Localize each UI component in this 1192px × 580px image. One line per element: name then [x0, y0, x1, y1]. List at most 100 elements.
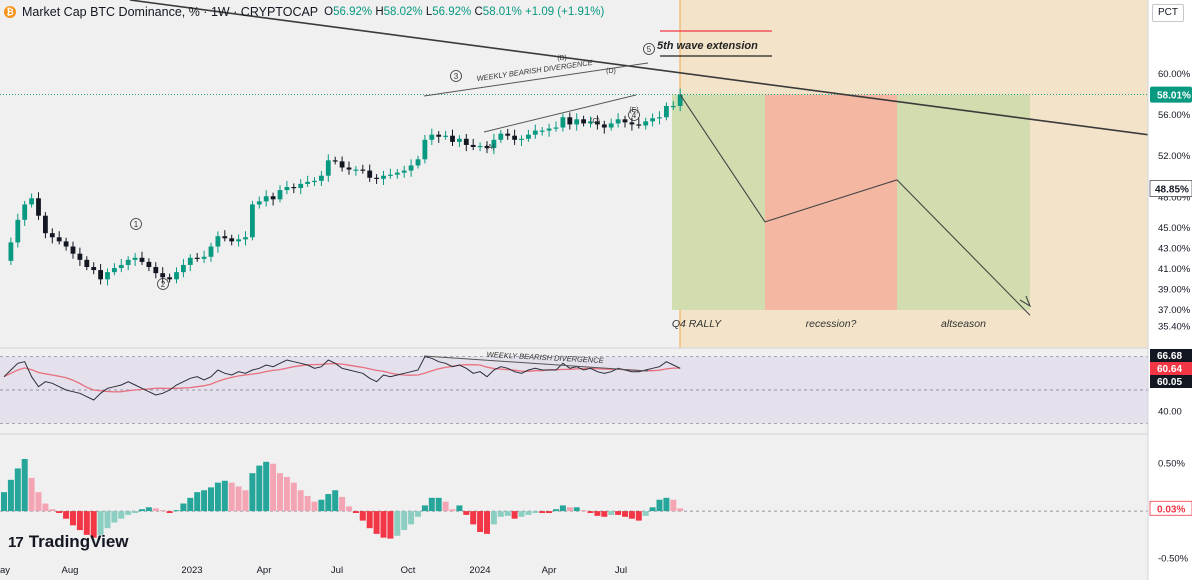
hist-bar	[387, 511, 394, 539]
price-tick-2: 52.00%	[1158, 151, 1191, 162]
target-label: 48.85%	[1155, 185, 1189, 196]
hist-bar	[670, 499, 677, 512]
hist-last-label: 0.03%	[1157, 504, 1185, 515]
candle	[291, 187, 297, 189]
candle	[112, 268, 117, 273]
hist-bar	[325, 494, 332, 512]
candle	[194, 257, 200, 259]
wave-label-7: (C)	[590, 118, 600, 125]
hist-bar	[649, 507, 656, 512]
hist-bar	[173, 510, 180, 512]
candle	[325, 160, 331, 176]
candle	[636, 124, 642, 126]
hist-bar	[111, 511, 118, 523]
close-label: C	[474, 6, 483, 18]
hist-bar	[318, 499, 325, 512]
candle	[353, 169, 359, 171]
hist-bar	[415, 511, 421, 517]
rsi-ma-line	[3, 362, 681, 393]
wave-label-4: 5	[647, 45, 652, 54]
candle	[415, 159, 421, 166]
hist-bar	[201, 490, 208, 512]
candle	[8, 242, 14, 261]
candle	[250, 204, 255, 238]
price-tick-3: 48.00%	[1158, 192, 1191, 203]
hist-bar	[214, 482, 221, 512]
hist-bar	[76, 511, 83, 531]
hist-bar	[235, 486, 242, 512]
hist-bar	[366, 511, 373, 529]
candle	[36, 198, 41, 216]
candle	[539, 130, 545, 132]
candle	[256, 201, 262, 205]
hist-last-badge	[1149, 500, 1192, 516]
candle	[222, 236, 228, 239]
candle	[139, 257, 145, 262]
hist-bar	[242, 490, 249, 512]
hist-bar	[442, 501, 449, 512]
last-price-label: 58.01%	[1157, 91, 1191, 102]
rsi-tick-0: 40.00	[1158, 407, 1182, 418]
candle	[43, 215, 48, 234]
pct-scale-button[interactable]: PCT	[1152, 4, 1184, 22]
hist-bar	[159, 510, 166, 512]
candle	[553, 127, 559, 129]
hist-bar	[70, 511, 76, 526]
candle	[305, 181, 310, 184]
hist-bar	[663, 497, 670, 512]
hist-bar	[635, 511, 642, 521]
candle	[601, 124, 607, 128]
hist-bar	[63, 511, 70, 519]
wave-circle-0	[130, 218, 142, 230]
hist-bar	[139, 509, 145, 512]
candle	[29, 198, 34, 205]
zone-0	[672, 94, 765, 311]
candle	[153, 267, 159, 274]
tradingview-wordmark: TradingView	[28, 532, 129, 551]
candle	[208, 246, 214, 257]
symbol-title[interactable]: Market Cap BTC Dominance, % · 1W · CRYPT…	[22, 5, 319, 19]
zone-2	[897, 94, 1030, 311]
candle	[360, 169, 366, 171]
hist-bar	[145, 507, 152, 512]
candle	[622, 119, 628, 123]
hist-bar	[221, 480, 228, 512]
candle	[229, 238, 235, 242]
hist-bar	[408, 511, 415, 525]
candle	[498, 133, 504, 140]
rsi-value-0: 66.68	[1157, 351, 1182, 362]
wave-label-6: (B)	[557, 55, 566, 62]
scenario-zones: Q4 RALLY recession? altseason	[672, 0, 1148, 348]
time-tick-1: Aug	[62, 565, 79, 576]
candle	[105, 272, 110, 280]
hist-bar	[311, 501, 318, 512]
candle	[512, 135, 517, 140]
time-tick-7: Apr	[542, 565, 557, 576]
hist-tick-1: -0.50%	[1158, 554, 1189, 565]
rsi-band	[0, 356, 1148, 424]
chart-legend: ₿ Market Cap BTC Dominance, % · 1W · CRY…	[4, 3, 604, 21]
trendline	[129, 0, 1151, 136]
hist-bar	[187, 497, 194, 512]
wave-label-0: 1	[134, 220, 139, 229]
extension-label: 5th wave extension	[657, 40, 758, 52]
wave-label-2: 3	[454, 72, 459, 81]
hist-bar	[28, 477, 35, 512]
candle	[381, 175, 386, 179]
rsi-badge-0	[1150, 349, 1192, 362]
candle	[298, 183, 304, 189]
candle	[77, 253, 83, 260]
hist-bar	[21, 458, 28, 512]
candle	[629, 122, 635, 125]
hist-bar	[339, 496, 346, 512]
hist-bar	[228, 482, 235, 512]
hist-bar	[1, 492, 7, 512]
time-tick-8: Jul	[615, 565, 627, 576]
hist-bar	[428, 497, 435, 512]
candle	[532, 130, 538, 135]
candle	[650, 118, 655, 122]
open-value: 56.92%	[333, 6, 373, 18]
hist-bar	[373, 511, 380, 534]
